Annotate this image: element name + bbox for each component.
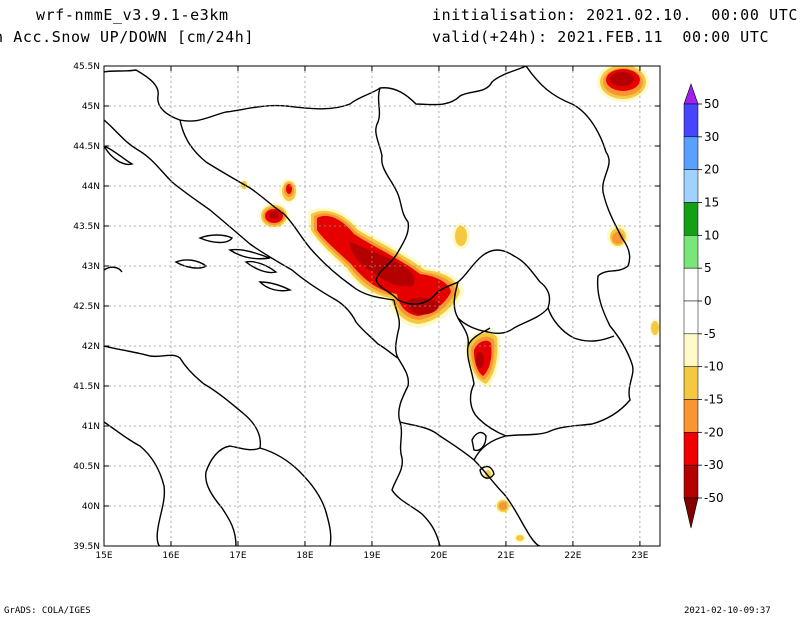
lat-tick-label: 44N (82, 182, 100, 192)
colorbar-label: -30 (704, 458, 724, 472)
colorbar-bottom-arrow (683, 497, 699, 529)
colorbar-segment (683, 235, 699, 269)
colorbar-label: 5 (704, 261, 712, 275)
lat-tick-label: 42N (82, 342, 100, 352)
colorbar-segment (683, 432, 699, 466)
colorbar-label: -50 (704, 491, 724, 505)
lon-tick-label: 17E (229, 551, 246, 561)
lat-tick-label: 40N (82, 502, 100, 512)
valid-time: valid(+24h): 2021.FEB.11 00:00 UTC (432, 28, 770, 46)
lat-tick-label: 41N (82, 422, 100, 432)
lon-tick-label: 21E (497, 551, 514, 561)
colorbar-segment (683, 399, 699, 433)
lat-tick-label: 41.5N (73, 382, 100, 392)
lat-tick-label: 43N (82, 262, 100, 272)
lon-tick-label: 22E (564, 551, 581, 561)
lon-tick-label: 15E (95, 551, 112, 561)
lon-tick-label: 18E (296, 551, 313, 561)
colorbar-label: 20 (704, 163, 719, 177)
map-frame (103, 65, 661, 547)
colorbar-label: -10 (704, 360, 724, 374)
colorbar-segment (683, 300, 699, 335)
colorbar-top-arrow (683, 83, 699, 105)
colorbar-segment (683, 267, 699, 302)
timestamp-label: 2021-02-10-09:37 (684, 606, 771, 616)
colorbar-label: 0 (704, 294, 712, 308)
axes: 15E 16E 17E 18E 19E 20E 21E 22E 23E 39.5N 40N 40.5N… (73, 62, 660, 561)
colorbar-label: -5 (704, 327, 716, 341)
lon-tick-label: 16E (162, 551, 179, 561)
lat-tick-label: 43.5N (73, 222, 100, 232)
lat-tick-label: 45N (82, 102, 100, 112)
lat-tick-label: 39.5N (73, 542, 100, 552)
lon-tick-label: 20E (430, 551, 447, 561)
colorbar-label: -20 (704, 425, 724, 439)
colorbar-segment (683, 136, 699, 170)
lat-tick-label: 42.5N (73, 302, 100, 312)
lat-tick-label: 45.5N (73, 62, 100, 72)
coastline-border-layer (104, 66, 634, 546)
colorbar-segment (683, 464, 699, 499)
colorbar-label: 15 (704, 196, 719, 210)
lon-tick-label: 23E (631, 551, 648, 561)
colorbar-segment (683, 202, 699, 236)
colorbar-label: 30 (704, 130, 719, 144)
colorbar-segment (683, 169, 699, 203)
colorbar-segment (683, 103, 699, 138)
lat-tick-label: 44.5N (73, 142, 100, 152)
init-time: initialisation: 2021.02.10. 00:00 UTC (432, 6, 798, 24)
colorbar-segment (683, 333, 699, 367)
lat-tick-label: 40.5N (73, 462, 100, 472)
gridlines (104, 66, 660, 546)
variable-title: n Acc.Snow UP/DOWN [cm/24h] (0, 28, 255, 46)
colorbar-segment (683, 366, 699, 400)
credit-label: GrADS: COLA/IGES (4, 606, 91, 616)
lon-tick-label: 19E (363, 551, 380, 561)
colorbar-label: 10 (704, 228, 719, 242)
colorbar-label: -15 (704, 393, 724, 407)
colorbar-label: 50 (704, 97, 719, 111)
model-title: wrf-nmmE_v3.9.1-e3km (36, 6, 229, 24)
